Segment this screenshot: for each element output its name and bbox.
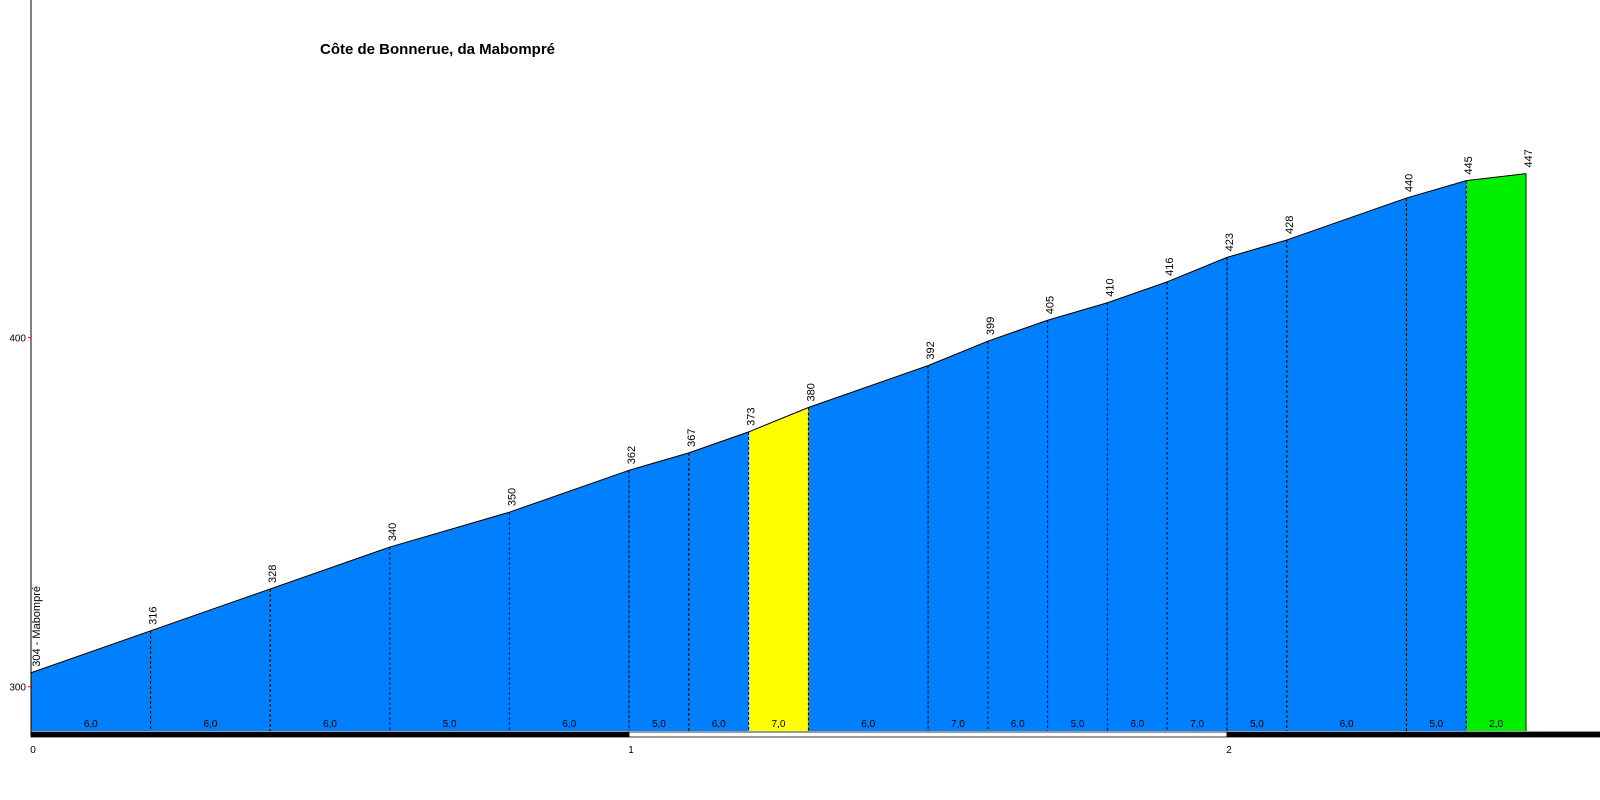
elevation-label: 340 [387, 523, 399, 541]
elevation-label: 362 [626, 446, 638, 464]
elevation-label: 380 [805, 383, 817, 401]
profile-segment [748, 407, 809, 731]
profile-segment [509, 470, 629, 731]
profile-segment [31, 630, 151, 731]
gradient-labels: 6,0 6,0 6,0 5,0 6,0 5,0 6,0 7,0 6,0 7,0 6,0 5,0 6,0 7… [84, 719, 1504, 730]
gradient-label: 7,0 [772, 719, 786, 730]
elevation-label: 373 [746, 408, 758, 426]
elevation-label: 447 [1523, 149, 1535, 167]
profile-segment [1286, 198, 1407, 731]
profile-segments [31, 173, 1526, 732]
profile-segment [688, 431, 749, 731]
profile-segment [629, 452, 689, 731]
elevation-label: 445 [1463, 156, 1475, 174]
elevation-labels: 304 - Mabompré 316 328 340 350 362 367 373 380 39… [31, 149, 1535, 666]
elevation-label: 405 [1045, 296, 1057, 314]
profile-outline [30, 173, 1527, 731]
profile-segment [1047, 302, 1108, 731]
elevation-label: 316 [148, 606, 160, 624]
gradient-label: 2,0 [1489, 719, 1503, 730]
gradient-label: 6,0 [323, 719, 337, 730]
profile-segment [270, 547, 390, 731]
x-tick-label: 1 [628, 745, 634, 756]
profile-segment [928, 341, 988, 731]
gradient-label: 6,0 [1340, 719, 1354, 730]
y-tick-label: 300 [9, 683, 26, 694]
gradient-label: 6,0 [1011, 719, 1025, 730]
profile-segment [1107, 281, 1168, 731]
elevation-label: 423 [1224, 233, 1236, 251]
profile-segment [808, 365, 928, 731]
x-tick-label: 2 [1226, 745, 1232, 756]
elevation-label: 399 [985, 317, 997, 335]
gradient-label: 5,0 [1250, 719, 1264, 730]
profile-segment [150, 588, 271, 731]
elevation-label: 416 [1164, 257, 1176, 275]
profile-line [30, 173, 1527, 674]
gradient-label: 5,0 [1071, 719, 1085, 730]
km-bar [30, 731, 1600, 738]
gradient-label: 7,0 [1190, 719, 1204, 730]
profile-segment [1466, 173, 1526, 732]
elevation-label: 392 [925, 341, 937, 359]
elevation-label: 350 [506, 488, 518, 506]
gradient-label: 6,0 [1130, 719, 1144, 730]
km-bar-segment [1226, 731, 1600, 738]
gradient-label: 5,0 [443, 719, 457, 730]
km-bar-segment [628, 731, 1228, 738]
gradient-label: 5,0 [652, 719, 666, 730]
profile-segment [389, 512, 510, 731]
km-dividers [150, 180, 1467, 731]
x-tick-label: 0 [30, 745, 36, 756]
profile-segment [987, 320, 1048, 731]
elevation-label: 304 - Mabompré [31, 586, 43, 667]
elevation-label: 410 [1104, 278, 1116, 296]
chart-title: Côte de Bonnerue, da Mabompré [320, 41, 555, 58]
profile-segment [1167, 257, 1227, 731]
profile-segment [1227, 239, 1287, 731]
elevation-label: 428 [1284, 216, 1296, 234]
km-bar-segment [30, 731, 630, 738]
gradient-label: 5,0 [1429, 719, 1443, 730]
elevation-label: 367 [686, 428, 698, 446]
gradient-label: 6,0 [712, 719, 726, 730]
gradient-label: 6,0 [203, 719, 217, 730]
gradient-label: 6,0 [562, 719, 576, 730]
elevation-label: 440 [1403, 174, 1415, 192]
gradient-label: 6,0 [861, 719, 875, 730]
gradient-label: 7,0 [951, 719, 965, 730]
profile-segment [1406, 180, 1467, 731]
y-tick-label: 400 [9, 334, 26, 345]
axes: 300 400 0 1 2 [9, 0, 1232, 756]
elevation-label: 328 [267, 565, 279, 583]
gradient-label: 6,0 [84, 719, 98, 730]
